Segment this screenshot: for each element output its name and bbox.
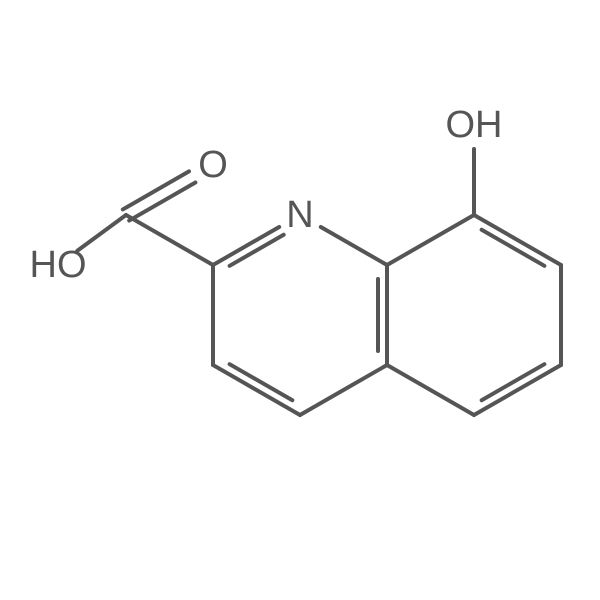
atom-label-N: N bbox=[286, 194, 313, 236]
atom-label-Oc1: O bbox=[198, 144, 228, 186]
atom-label-O8: OH bbox=[446, 104, 503, 146]
atom-label-Oc2: HO bbox=[30, 244, 87, 286]
molecule-canvas: N OH O HO bbox=[0, 0, 600, 600]
